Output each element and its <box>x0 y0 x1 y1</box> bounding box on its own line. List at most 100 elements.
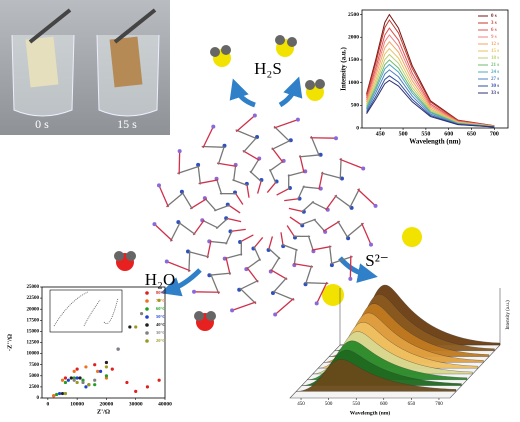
line <box>366 40 495 127</box>
linker <box>217 145 226 165</box>
legend-swatch <box>145 299 149 303</box>
linker <box>198 179 219 185</box>
legend-label: 6 s <box>491 28 497 33</box>
x-tick-label: 550 <box>421 131 430 137</box>
point <box>55 392 59 397</box>
linker <box>209 240 228 244</box>
linker <box>360 222 372 245</box>
legend-swatch <box>145 307 149 311</box>
film <box>25 36 59 88</box>
emission-chart: 450 500 550 600 650 700 0 500 1000 1500 2000 2500 Wa… <box>340 9 509 146</box>
point <box>134 325 138 329</box>
x-axis-label: Wavelength (nm) <box>350 409 391 416</box>
point <box>157 378 161 382</box>
inset-frame <box>49 289 123 333</box>
linker <box>235 115 256 133</box>
linker <box>256 179 263 194</box>
y-tick-label: 15000 <box>27 330 40 335</box>
x-tick-label: 650 <box>408 402 416 407</box>
point <box>63 376 68 380</box>
framework <box>152 113 378 317</box>
arrows <box>160 76 378 297</box>
y-tick-label: 0 <box>37 396 40 401</box>
point <box>63 380 68 385</box>
linker <box>300 218 317 226</box>
linker <box>320 172 343 180</box>
linker <box>188 250 191 273</box>
linker <box>216 162 237 168</box>
linker <box>213 204 230 212</box>
line <box>366 69 495 128</box>
linker <box>230 228 246 232</box>
x-tick-label: 40000 <box>158 401 172 407</box>
linker <box>272 290 295 301</box>
arrow <box>229 78 256 108</box>
x-tick-label: 10000 <box>70 401 84 407</box>
node <box>348 276 353 281</box>
linker <box>284 198 300 202</box>
y-axis-label: Intensity (a.u.) <box>340 46 348 90</box>
legend-label: 30 s <box>491 84 499 89</box>
x-tick-label: 450 <box>376 131 385 137</box>
x-tick-label: 600 <box>444 131 453 137</box>
line <box>366 59 495 128</box>
linker <box>302 186 321 190</box>
linker <box>271 147 284 163</box>
point <box>104 374 109 378</box>
point <box>128 325 132 329</box>
linker <box>245 258 261 270</box>
x-tick-label: 650 <box>467 131 476 137</box>
linker <box>270 269 288 281</box>
point <box>66 378 70 382</box>
point <box>116 347 120 351</box>
y-tick-label: 20000 <box>27 307 40 312</box>
linker <box>177 165 200 175</box>
linker <box>337 220 349 239</box>
plot-frame <box>361 9 509 129</box>
linker <box>272 277 288 294</box>
linker <box>206 240 212 259</box>
legend-label: 40°C <box>156 322 166 327</box>
node <box>369 242 374 247</box>
linker <box>154 223 173 242</box>
tweezer <box>113 8 157 44</box>
node <box>339 176 344 181</box>
linker <box>181 191 193 210</box>
y-tick-label: 12500 <box>27 341 40 346</box>
line <box>366 34 495 127</box>
linker <box>249 170 263 183</box>
linker <box>328 245 333 266</box>
linker <box>313 218 326 233</box>
linker <box>293 262 314 268</box>
linker <box>280 232 284 247</box>
linker <box>269 169 277 184</box>
y-tick-label: 2500 <box>29 385 40 390</box>
point <box>96 369 100 373</box>
point <box>84 365 88 369</box>
point <box>75 380 79 385</box>
linker <box>288 207 304 213</box>
x-tick-label: 450 <box>297 402 305 407</box>
photo-label: 15 s <box>117 117 137 131</box>
point <box>52 394 56 398</box>
point <box>75 376 79 380</box>
linker <box>304 282 329 285</box>
point <box>75 367 79 371</box>
linker <box>273 118 299 129</box>
y-tick-label: 7500 <box>29 363 40 368</box>
node <box>230 308 235 313</box>
x-axis-label: Z'/Ω <box>97 408 110 415</box>
point <box>104 376 109 380</box>
legend-swatch <box>145 323 149 327</box>
y-tick-label: 1000 <box>348 80 359 86</box>
linker <box>334 194 353 209</box>
legend-label: 50°C <box>156 314 166 319</box>
x-tick-label: 700 <box>435 402 443 407</box>
point <box>110 367 114 371</box>
linker <box>210 273 220 295</box>
linker <box>158 185 170 208</box>
point <box>104 360 109 365</box>
linker <box>226 217 242 223</box>
line <box>366 13 495 127</box>
